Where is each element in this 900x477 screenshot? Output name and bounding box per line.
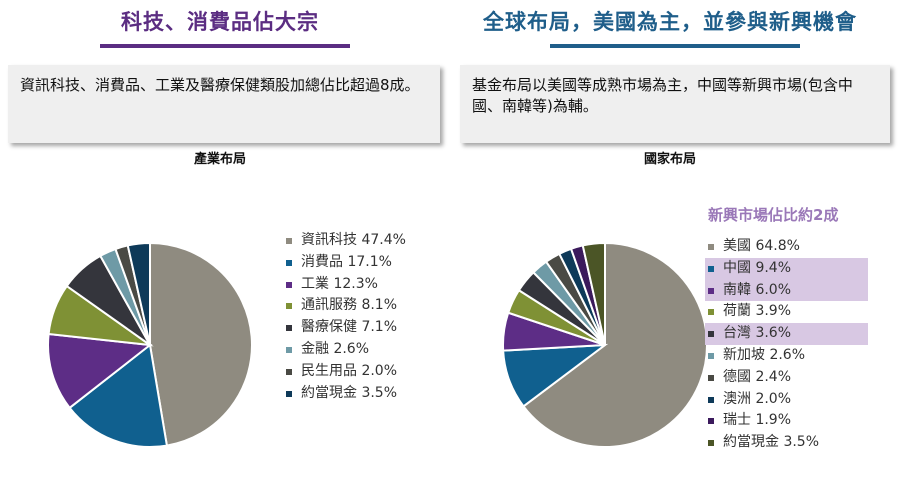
legend-swatch	[286, 346, 292, 353]
legend-swatch	[286, 325, 292, 332]
industry-legend: 資訊科技 47.4% 消費品 17.1% 工業 12.3% 通訊服務 8.1% 醫療保健…	[283, 230, 406, 404]
legend-label: 中國 9.4%	[723, 259, 792, 276]
country-panel: 全球布局，美國為主，並參與新興機會 基金布局以美國等成熟市場為主，中國等新興市場…	[450, 0, 890, 477]
country-legend: 美國 64.8% 中國 9.4% 南韓 6.0% 荷蘭 3.9% 台灣 3.6% 新加坡 …	[705, 236, 868, 454]
country-pie-chart	[502, 241, 708, 448]
legend-swatch	[286, 238, 292, 244]
legend-label: 醫療保健 7.1%	[301, 319, 398, 336]
industry-chart-title: 產業布局	[193, 152, 246, 167]
legend-swatch	[708, 352, 714, 359]
industry-heading: 科技、消費品佔大宗	[121, 10, 319, 34]
legend-item: 約當現金 3.5%	[705, 432, 868, 454]
industry-heading-underline	[100, 44, 350, 48]
legend-item: 中國 9.4%	[705, 257, 868, 280]
legend-item: 新加坡 2.6%	[705, 345, 868, 367]
legend-item: 美國 64.8%	[705, 236, 868, 258]
country-chart-title: 國家布局	[643, 152, 696, 167]
industry-note: 資訊科技、消費品、工業及醫療保健類股加總佔比超過8成。	[8, 65, 440, 143]
legend-item: 醫療保健 7.1%	[283, 317, 406, 339]
legend-label: 工業 12.3%	[301, 275, 378, 292]
legend-label: 荷蘭 3.9%	[723, 303, 792, 320]
legend-label: 通訊服務 8.1%	[301, 297, 398, 314]
legend-item: 金融 2.6%	[283, 339, 406, 361]
legend-swatch	[286, 368, 292, 375]
legend-swatch	[286, 281, 292, 288]
legend-swatch	[286, 303, 292, 310]
legend-swatch	[708, 440, 714, 447]
legend-label: 新加坡 2.6%	[723, 346, 806, 363]
pie-slice	[581, 241, 606, 346]
legend-label: 民生用品 2.0%	[301, 362, 398, 379]
legend-item: 資訊科技 47.4%	[283, 230, 406, 252]
legend-swatch	[708, 396, 714, 403]
legend-label: 約當現金 3.5%	[723, 434, 820, 451]
industry-pie-chart	[47, 241, 253, 448]
pie-slice	[47, 332, 153, 410]
legend-label: 消費品 17.1%	[301, 253, 392, 270]
pie-slice	[126, 241, 151, 346]
legend-swatch	[708, 244, 714, 250]
legend-item: 南韓 6.0%	[705, 279, 868, 302]
legend-swatch	[286, 390, 292, 397]
pie-slice	[149, 241, 253, 447]
legend-item: 台灣 3.6%	[705, 323, 868, 345]
emerging-market-note: 新興市場佔比約2成	[708, 206, 839, 224]
legend-item: 瑞士 1.9%	[705, 410, 868, 432]
legend-label: 南韓 6.0%	[723, 281, 792, 298]
legend-item: 消費品 17.1%	[283, 252, 406, 274]
pie-slice	[522, 241, 708, 448]
legend-swatch	[708, 309, 714, 316]
legend-label: 德國 2.4%	[723, 368, 792, 385]
legend-swatch	[708, 331, 714, 338]
legend-label: 台灣 3.6%	[723, 325, 792, 342]
legend-label: 澳洲 2.0%	[723, 390, 792, 407]
pie-slice	[68, 343, 169, 448]
legend-item: 民生用品 2.0%	[283, 361, 406, 383]
legend-swatch	[286, 259, 292, 266]
legend-swatch	[708, 287, 714, 294]
industry-panel: 科技、消費品佔大宗 資訊科技、消費品、工業及醫療保健類股加總佔比超過8成。 產業…	[0, 0, 440, 477]
legend-label: 金融 2.6%	[301, 340, 370, 357]
legend-item: 通訊服務 8.1%	[283, 295, 406, 317]
legend-swatch	[708, 418, 714, 425]
legend-label: 資訊科技 47.4%	[301, 232, 406, 248]
legend-swatch	[708, 265, 714, 272]
legend-item: 澳洲 2.0%	[705, 389, 868, 411]
legend-item: 工業 12.3%	[283, 274, 406, 296]
country-heading: 全球布局，美國為主，並參與新興機會	[483, 10, 857, 34]
legend-label: 美國 64.8%	[723, 238, 800, 254]
country-heading-underline	[550, 44, 800, 48]
legend-item: 德國 2.4%	[705, 367, 868, 389]
legend-swatch	[708, 374, 714, 381]
country-note: 基金布局以美國等成熟市場為主，中國等新興市場(包含中國、南韓等)為輔。	[460, 65, 890, 143]
legend-item: 約當現金 3.5%	[283, 383, 406, 405]
legend-item: 荷蘭 3.9%	[705, 301, 868, 323]
legend-label: 瑞士 1.9%	[723, 412, 792, 429]
legend-label: 約當現金 3.5%	[301, 384, 398, 401]
